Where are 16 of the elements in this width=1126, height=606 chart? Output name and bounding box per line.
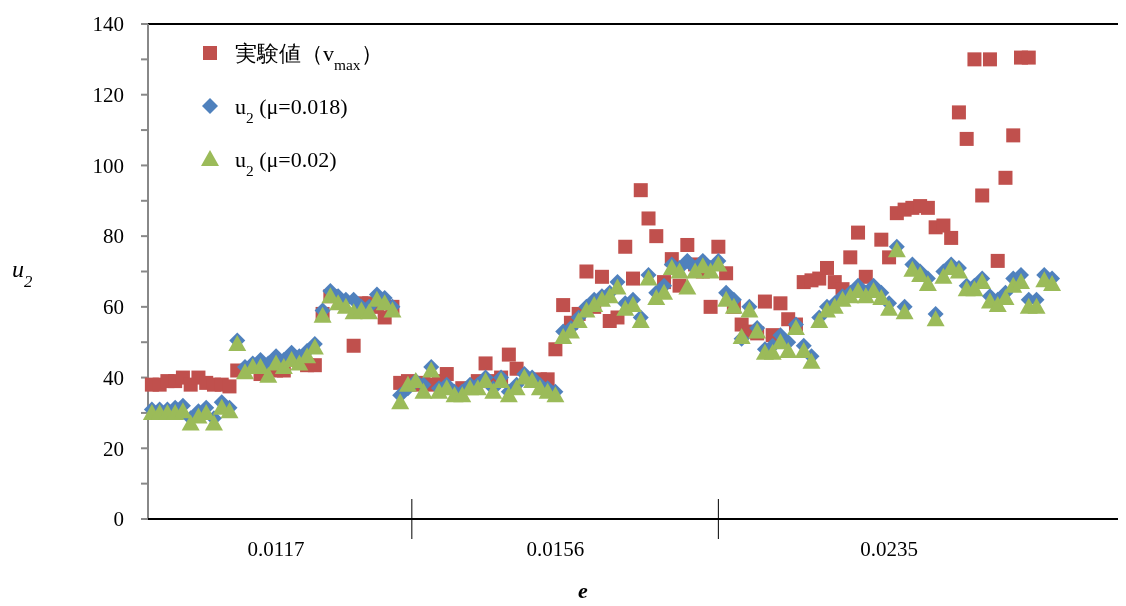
legend-label: 実験値（v$_{max}$）	[235, 40, 383, 73]
x-tick-label: 0.0235	[860, 537, 918, 561]
legend-label: u$_{2}$ (μ=0.018)	[235, 93, 348, 126]
y-tick-label: 140	[92, 12, 124, 37]
y-tick-label: 80	[103, 224, 124, 249]
y-tick-label: 20	[103, 436, 124, 461]
y-tick-label: 0	[113, 507, 124, 532]
y-tick-label: 60	[103, 295, 124, 320]
y-tick-label: 120	[92, 83, 124, 108]
y-tick-label: 100	[92, 153, 124, 178]
y-axis-title: u$_{2}$	[12, 256, 33, 291]
y-tick-label: 40	[103, 365, 124, 390]
legend-label: u$_{2}$ (μ=0.02)	[235, 146, 337, 179]
x-tick-label: 0.0117	[247, 537, 305, 561]
x-axis-title: e	[578, 578, 589, 603]
x-tick-label: 0.0156	[526, 537, 585, 561]
